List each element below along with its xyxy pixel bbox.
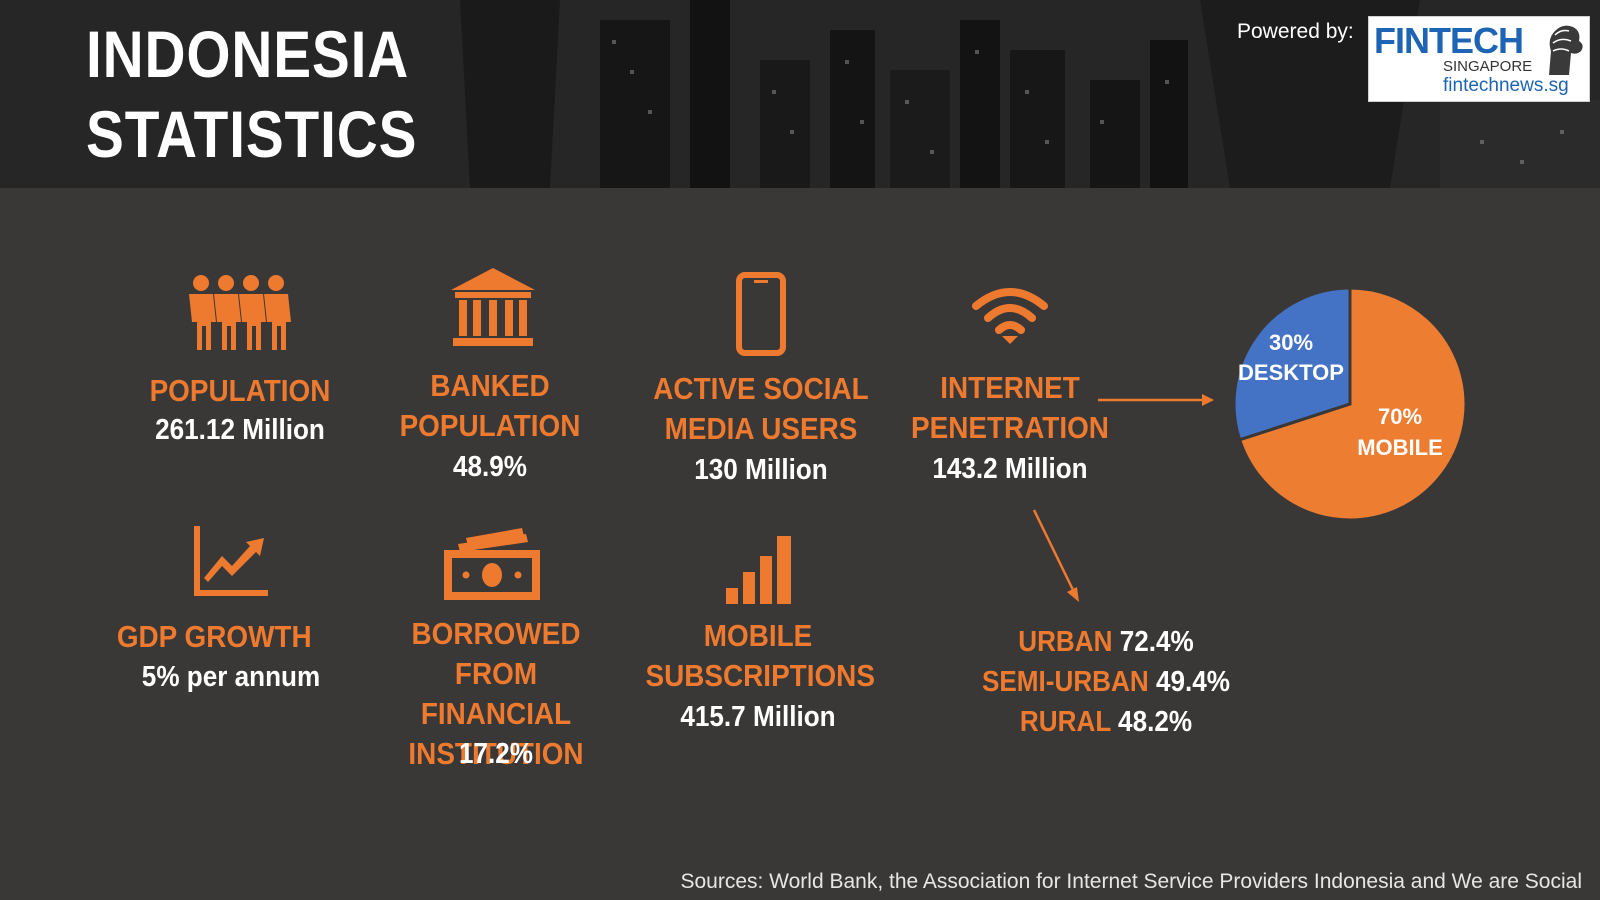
breakdown-value: 48.2% bbox=[1118, 706, 1193, 738]
internet-value: 143.2 Million bbox=[932, 453, 1088, 485]
title-line-1: INDONESIA bbox=[86, 17, 410, 91]
logo-brand: FINTECH bbox=[1374, 20, 1524, 61]
pie-label-mobile-value: 70% bbox=[1378, 404, 1422, 429]
borrowed-label-line-3: INSTITUTION bbox=[408, 736, 584, 771]
gdp-value: 5% per annum bbox=[141, 661, 321, 693]
population-value: 261.12 Million bbox=[155, 414, 325, 446]
arrow-down-icon bbox=[1032, 509, 1079, 602]
growth-chart-icon bbox=[194, 526, 268, 596]
smartphone-icon bbox=[736, 272, 786, 356]
population-label: POPULATION bbox=[149, 373, 331, 408]
breakdown-label: SEMI-URBAN bbox=[981, 666, 1149, 698]
mobile-value: 415.7 Million bbox=[680, 701, 836, 733]
internet-label-line-2: PENETRATION bbox=[911, 410, 1109, 445]
pie-slice-desktop bbox=[1232, 286, 1352, 442]
people-icon bbox=[189, 275, 291, 350]
banked-label-line-1: BANKED bbox=[430, 368, 550, 403]
social-label-line-2: MEDIA USERS bbox=[664, 411, 858, 446]
banked-value: 48.9% bbox=[452, 451, 527, 483]
borrowed-label-line-1: BORROWED FROM bbox=[411, 616, 581, 691]
borrowed-label: BORROWED FROM FINANCIAL INSTITUTION bbox=[379, 614, 613, 774]
breakdown-row-semi-urban: SEMI-URBAN 49.4% bbox=[971, 662, 1241, 702]
breakdown-label: RURAL bbox=[1019, 706, 1111, 738]
bank-icon bbox=[451, 268, 535, 346]
borrowed-label-line-2: FINANCIAL bbox=[420, 696, 572, 731]
gdp-label: GDP GROWTH bbox=[116, 619, 312, 654]
banked-label-line-2: POPULATION bbox=[399, 408, 581, 443]
pie-label-desktop-name: DESKTOP bbox=[1238, 360, 1344, 385]
cash-icon bbox=[444, 528, 540, 600]
banked-label: BANKED POPULATION bbox=[378, 366, 603, 446]
social-label: ACTIVE SOCIAL MEDIA USERS bbox=[649, 369, 874, 449]
social-value: 130 Million bbox=[694, 454, 828, 486]
pie-label-mobile-name: MOBILE bbox=[1357, 435, 1443, 460]
header-banner: INDONESIA STATISTICS Powered by: FINTECH… bbox=[0, 0, 1600, 188]
mobile-label: MOBILE SUBSCRIPTIONS bbox=[645, 616, 875, 696]
device-share-pie-chart: 30% DESKTOP 70% MOBILE bbox=[1232, 286, 1468, 522]
merlion-icon bbox=[1549, 25, 1583, 76]
city-skyline-image bbox=[0, 0, 1600, 188]
borrowed-value: 17.2% bbox=[458, 738, 533, 770]
mobile-label-line-2: SUBSCRIPTIONS bbox=[645, 658, 875, 693]
social-label-line-1: ACTIVE SOCIAL bbox=[653, 371, 869, 406]
arrow-right-icon bbox=[1098, 394, 1214, 406]
powered-by-label: Powered by: bbox=[1237, 20, 1354, 43]
mobile-label-line-1: MOBILE bbox=[703, 618, 813, 653]
breakdown-row-urban: URBAN 72.4% bbox=[971, 622, 1241, 662]
wifi-icon bbox=[972, 288, 1048, 344]
sources-footnote: Sources: World Bank, the Association for… bbox=[680, 870, 1582, 893]
breakdown-value: 72.4% bbox=[1119, 626, 1194, 658]
signal-bars-icon bbox=[726, 536, 791, 604]
breakdown-label: URBAN bbox=[1018, 626, 1113, 658]
fintech-singapore-logo: FINTECH SINGAPORE fintechnews.sg bbox=[1368, 16, 1590, 102]
breakdown-row-rural: RURAL 48.2% bbox=[971, 702, 1241, 742]
internet-label: INTERNET PENETRATION bbox=[898, 368, 1123, 448]
pie-slice-mobile bbox=[1237, 286, 1468, 522]
breakdown-value: 49.4% bbox=[1155, 666, 1231, 698]
title-line-2: STATISTICS bbox=[86, 97, 418, 171]
logo-site: fintechnews.sg bbox=[1443, 75, 1569, 96]
internet-label-line-1: INTERNET bbox=[940, 370, 1080, 405]
logo-sub: SINGAPORE bbox=[1443, 58, 1533, 75]
pie-label-desktop-value: 30% bbox=[1269, 330, 1313, 355]
page-title: INDONESIA STATISTICS bbox=[86, 14, 417, 174]
